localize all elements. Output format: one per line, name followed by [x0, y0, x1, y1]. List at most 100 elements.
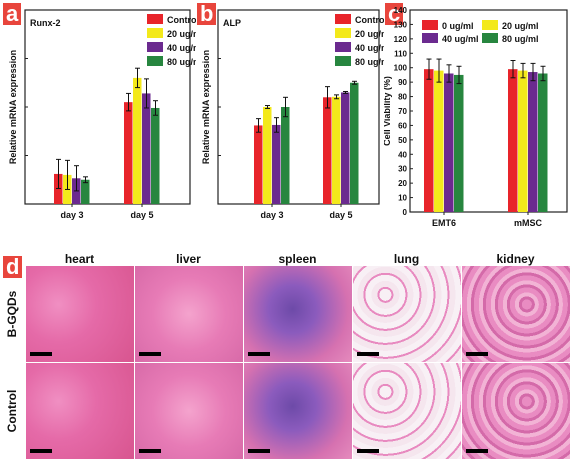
bar-20-ug-ml-emt6 — [434, 70, 444, 212]
x-tick-label: day 3 — [260, 210, 283, 220]
panel-letter-d: d — [3, 256, 23, 278]
legend-label: Control — [167, 15, 196, 25]
y-tick-label: 60 — [398, 121, 407, 130]
scale-bar — [30, 352, 52, 356]
chart-runx2: Runx-2 Relative mRNA expression day 3 day 5… — [8, 9, 196, 220]
legend-swatch — [147, 28, 163, 38]
histology-image-spleen-control — [244, 363, 352, 459]
y-tick-label: 50 — [398, 136, 407, 145]
scale-bar — [357, 449, 379, 453]
scale-bar — [30, 449, 52, 453]
y-tick-label: 90 — [398, 78, 407, 87]
chart-alp: ALP Relative mRNA expression day 3 day 5 Con… — [201, 9, 384, 220]
y-tick-label: 30 — [398, 165, 407, 174]
scale-bar — [139, 352, 161, 356]
chart-cell-viability: Cell Viability (%) 0 10 20 30 40 50 60 70 80 90 100… — [384, 6, 568, 228]
bar-control-day-3 — [254, 125, 263, 204]
histology-image-kidney-control — [462, 363, 570, 459]
x-tick-label: day 5 — [329, 210, 352, 220]
x-tick-label: mMSC — [514, 218, 543, 228]
bar-80-ug-ml-day-5 — [151, 107, 160, 204]
panel-letter-b: b — [197, 3, 217, 25]
bar-20-ug-ml-day-5 — [133, 77, 142, 204]
plot-frame — [24, 9, 191, 205]
y-tick-label: 120 — [394, 35, 408, 44]
row-label-b-gqds: B-GQDs — [5, 290, 19, 338]
legend-label: 40 ug/ml — [167, 43, 196, 53]
histology-image-liver-control — [135, 363, 243, 459]
panel-letter-c: c — [385, 3, 404, 25]
scale-bar — [139, 449, 161, 453]
legend-swatch — [422, 20, 438, 30]
y-tick-label: 10 — [398, 194, 407, 203]
y-tick-label: 100 — [394, 64, 408, 73]
legend-label: 80 ug/ml — [355, 57, 384, 67]
y-axis-label: Relative mRNA expression — [201, 50, 211, 164]
bar-40-ug-ml-day-3 — [272, 124, 281, 204]
bar-20-ug-ml-day-5 — [332, 96, 341, 204]
legend-swatch — [147, 56, 163, 66]
legend-label: 0 ug/ml — [442, 21, 474, 31]
legend-swatch — [335, 42, 351, 52]
column-title-lung: lung — [393, 252, 420, 266]
legend-swatch — [422, 33, 438, 43]
bar-80-ug-ml-day-3 — [281, 107, 290, 204]
legend-label: 80 ug/ml — [502, 34, 539, 44]
bar-40-ug-ml-day-5 — [142, 93, 151, 204]
scale-bar — [466, 449, 488, 453]
bar-80-ug-ml-day-3 — [81, 179, 90, 204]
y-tick-label: 110 — [394, 49, 407, 58]
histology-image-lung-control — [353, 363, 461, 459]
legend-label: 40 ug/ml — [442, 34, 479, 44]
legend-label: 40 ug/ml — [355, 43, 384, 53]
panel-letter-a: a — [3, 3, 22, 25]
y-axis-label: Relative mRNA expression — [8, 50, 18, 164]
column-title-heart: heart — [64, 252, 95, 266]
y-axis-label: Cell Viability (%) — [384, 76, 392, 146]
bar-0-ug-ml-emt6 — [424, 69, 434, 213]
scale-bar — [357, 352, 379, 356]
scale-bar — [466, 352, 488, 356]
y-tick-label: 0 — [403, 208, 408, 217]
legend-label: 20 ug/ml — [355, 29, 384, 39]
legend-label: 80 ug/ml — [167, 57, 196, 67]
bar-20-ug-ml-day-3 — [263, 107, 272, 204]
bar-control-day-5 — [124, 102, 133, 204]
chart-title: ALP — [223, 18, 241, 28]
column-title-kidney: kidney — [496, 252, 535, 266]
bar-20-ug-ml-mmsc — [518, 70, 528, 212]
x-tick-label: EMT6 — [432, 218, 456, 228]
legend-swatch — [335, 56, 351, 66]
y-tick-label: 20 — [398, 179, 407, 188]
histology-image-kidney-b-gqds — [462, 266, 570, 362]
bar-0-ug-ml-mmsc — [508, 69, 518, 213]
histology-image-heart-control — [26, 363, 134, 459]
legend-label: Control — [355, 15, 384, 25]
row-label-control: Control — [5, 389, 19, 433]
histology-image-heart-b-gqds — [26, 266, 134, 362]
bar-40-ug-ml-day-5 — [341, 92, 350, 204]
bar-40-ug-ml-mmsc — [528, 72, 538, 213]
legend-swatch — [335, 28, 351, 38]
y-tick-label: 70 — [398, 107, 407, 116]
legend-swatch — [147, 14, 163, 24]
legend-label: 20 ug/ml — [167, 29, 196, 39]
scale-bar — [248, 449, 270, 453]
x-tick-label: day 5 — [130, 210, 153, 220]
bar-80-ug-ml-emt6 — [454, 74, 464, 212]
y-tick-label: 40 — [398, 150, 407, 159]
legend-swatch — [482, 33, 498, 43]
legend-label: 20 ug/ml — [502, 21, 539, 31]
bar-80-ug-ml-day-5 — [350, 82, 359, 204]
bar-80-ug-ml-mmsc — [538, 73, 548, 212]
bar-40-ug-ml-emt6 — [444, 73, 454, 212]
histology-image-lung-b-gqds — [353, 266, 461, 362]
histology-image-spleen-b-gqds — [244, 266, 352, 362]
column-title-liver: liver — [176, 252, 201, 266]
y-tick-label: 140 — [394, 6, 408, 15]
legend-swatch — [335, 14, 351, 24]
chart-title: Runx-2 — [30, 18, 61, 28]
x-tick-label: day 3 — [60, 210, 83, 220]
bar-control-day-5 — [323, 97, 332, 204]
scale-bar — [248, 352, 270, 356]
